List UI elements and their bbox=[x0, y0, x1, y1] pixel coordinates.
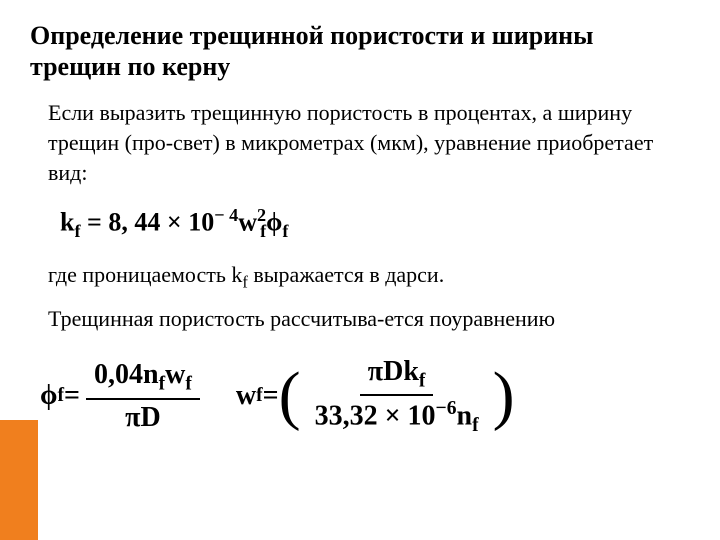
wf-den-exp: −6 bbox=[436, 398, 457, 419]
wf-den-text: 33,32 × 10 bbox=[315, 401, 436, 432]
wf-num-k: k bbox=[403, 356, 419, 387]
wf-den-nsub: f bbox=[472, 415, 479, 436]
eq-equals: = bbox=[81, 208, 109, 237]
phif-fraction: 0,04nfwf πD bbox=[86, 357, 200, 436]
eq-times: × bbox=[160, 208, 188, 237]
second-paragraph: Трещинная пористость рассчитыва-ется поу… bbox=[30, 304, 690, 334]
wf-den-n: n bbox=[457, 401, 473, 432]
eq-coef: 8, 44 bbox=[108, 208, 160, 237]
phif-num-text: 0,04n bbox=[94, 359, 159, 390]
where-paragraph: где проницаемость kf выражается в дарси. bbox=[30, 260, 690, 294]
where-text2: выражается в дарси. bbox=[248, 262, 444, 287]
phif-num: 0,04nfwf bbox=[86, 357, 200, 400]
kf-var: k bbox=[60, 208, 74, 237]
wf-num: πDkf bbox=[360, 354, 434, 397]
eq-exp: − 4 bbox=[214, 205, 238, 225]
equation-kf: kf = 8, 44 × 10− 4w2fϕf bbox=[60, 205, 690, 242]
phif-den: πD bbox=[117, 400, 169, 436]
eq-base: 10 bbox=[188, 208, 214, 237]
wf-num-ksub: f bbox=[419, 370, 426, 391]
phif-phi: ϕ bbox=[40, 380, 57, 412]
wf-num-pi: π bbox=[368, 356, 383, 387]
wf-lparen: ( bbox=[279, 370, 301, 423]
wf-num-D: D bbox=[383, 356, 403, 387]
where-text1: где проницаемость k bbox=[48, 262, 242, 287]
accent-block bbox=[0, 420, 38, 540]
eq-phi: ϕ bbox=[266, 208, 282, 237]
intro-paragraph: Если выразить трещинную пористость в про… bbox=[30, 98, 690, 187]
slide-title: Определение трещинной пористости и ширин… bbox=[30, 20, 690, 82]
phif-den-D: D bbox=[140, 402, 160, 433]
equation-row: ϕf = 0,04nfwf πD wf = ( πDkf 33,32 × bbox=[30, 354, 690, 440]
phif-num-w: w bbox=[165, 359, 185, 390]
wf-equals: = bbox=[263, 380, 279, 412]
equation-wf: wf = ( πDkf 33,32 × 10−6nf ) bbox=[236, 354, 515, 440]
eq-w: w bbox=[238, 208, 257, 237]
wf-rparen: ) bbox=[493, 370, 515, 423]
phif-den-pi: π bbox=[125, 402, 140, 433]
wf-fraction: πDkf 33,32 × 10−6nf bbox=[307, 354, 487, 440]
phif-num-sub2: f bbox=[185, 374, 192, 395]
equation-phif: ϕf = 0,04nfwf πD bbox=[40, 357, 206, 436]
eq-phisub: f bbox=[282, 221, 288, 241]
phif-equals: = bbox=[64, 380, 80, 412]
wf-den: 33,32 × 10−6nf bbox=[307, 396, 487, 439]
wf-w: w bbox=[236, 380, 256, 412]
